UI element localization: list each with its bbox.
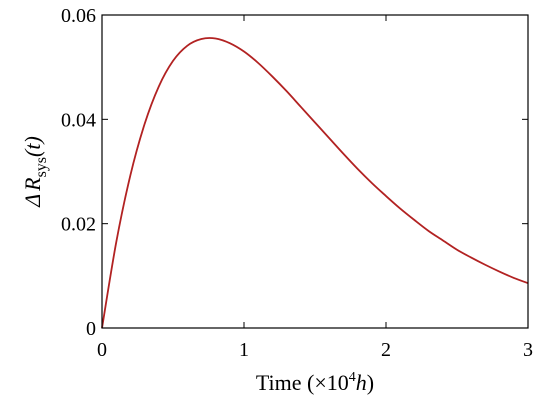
y-tick-label: 0.06 (61, 5, 96, 27)
x-tick-label: 3 (523, 339, 533, 361)
x-axis-label-unit: h (356, 370, 367, 395)
x-axis-label: Time (×104h) (256, 370, 374, 395)
y-axis-label-symbol: R (20, 177, 45, 192)
y-axis-label: ΔRsys(t) (20, 136, 50, 208)
x-tick-label: 2 (381, 339, 391, 361)
x-axis-label-prefix: Time (×10 (256, 370, 349, 395)
x-tick-label: 0 (97, 339, 107, 361)
series-line-delta-r-sys (101, 37, 529, 329)
plot-frame (101, 14, 529, 329)
y-tick-label: 0 (86, 318, 96, 340)
y-tick-label: 0.04 (61, 109, 96, 131)
x-axis-label-suffix: ) (367, 370, 374, 395)
y-axis-label-argument: (t) (20, 136, 45, 157)
x-axis-label-exponent: 4 (349, 370, 356, 385)
y-tick-label: 0.02 (61, 214, 96, 236)
x-tick-label: 1 (239, 339, 249, 361)
tick-labels: 0 1 2 3 0 0.02 0.04 0.06 (61, 5, 533, 361)
axis-ticks (101, 14, 529, 329)
y-axis-label-subscript: sys (33, 157, 50, 177)
y-axis-label-delta: Δ (20, 194, 45, 208)
